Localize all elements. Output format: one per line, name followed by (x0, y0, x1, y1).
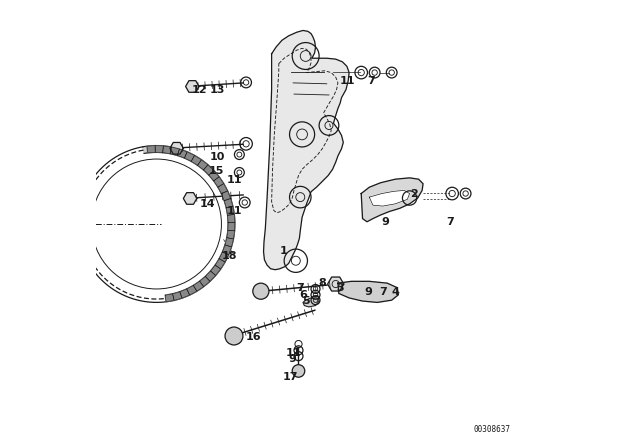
Text: 11: 11 (340, 76, 356, 86)
Polygon shape (219, 252, 228, 262)
Text: 9: 9 (288, 354, 296, 364)
Text: 1: 1 (280, 246, 287, 256)
Polygon shape (211, 265, 221, 276)
Polygon shape (163, 146, 172, 154)
Text: 2: 2 (410, 189, 418, 198)
Text: 6: 6 (299, 290, 307, 300)
Text: 11: 11 (285, 348, 301, 358)
Polygon shape (227, 230, 235, 239)
Polygon shape (218, 184, 228, 194)
Polygon shape (328, 277, 344, 291)
Polygon shape (187, 285, 197, 295)
Polygon shape (186, 81, 199, 92)
Polygon shape (200, 276, 210, 287)
Text: 14: 14 (199, 199, 215, 209)
Polygon shape (165, 294, 174, 302)
Text: 18: 18 (221, 251, 237, 261)
Polygon shape (224, 198, 233, 208)
Text: 11: 11 (227, 175, 243, 185)
Polygon shape (369, 190, 410, 206)
Text: 7: 7 (380, 287, 387, 297)
Text: 00308637: 00308637 (474, 425, 511, 434)
Polygon shape (228, 215, 235, 223)
Text: 5: 5 (302, 296, 310, 306)
Polygon shape (225, 238, 234, 247)
Polygon shape (184, 152, 195, 161)
Text: 3: 3 (337, 283, 344, 293)
Text: 9: 9 (364, 287, 372, 297)
Text: 10: 10 (209, 152, 225, 162)
Polygon shape (193, 281, 204, 291)
Text: 4: 4 (391, 287, 399, 297)
Text: 7: 7 (367, 76, 376, 86)
Text: 16: 16 (246, 332, 262, 342)
Polygon shape (191, 155, 202, 165)
Circle shape (253, 283, 269, 299)
Circle shape (292, 365, 305, 377)
Text: 13: 13 (210, 85, 225, 95)
Polygon shape (214, 177, 224, 187)
Polygon shape (180, 289, 189, 298)
Polygon shape (215, 259, 225, 269)
Text: 7: 7 (446, 217, 454, 227)
Polygon shape (177, 149, 187, 158)
Polygon shape (205, 271, 216, 281)
Text: 17: 17 (283, 372, 299, 382)
Text: 8: 8 (318, 278, 326, 288)
Polygon shape (227, 207, 234, 215)
Polygon shape (209, 171, 219, 181)
Polygon shape (155, 146, 163, 153)
Text: 11: 11 (227, 206, 243, 215)
Polygon shape (361, 178, 423, 222)
Polygon shape (223, 245, 232, 254)
Polygon shape (228, 223, 235, 231)
Text: 12: 12 (192, 85, 208, 95)
Polygon shape (303, 296, 319, 307)
Text: 15: 15 (209, 166, 224, 176)
Circle shape (225, 327, 243, 345)
Polygon shape (143, 146, 235, 301)
Polygon shape (173, 292, 182, 301)
Circle shape (92, 159, 221, 289)
Text: 7: 7 (296, 283, 304, 293)
Polygon shape (221, 191, 230, 201)
Polygon shape (170, 147, 179, 155)
Polygon shape (147, 146, 156, 153)
Polygon shape (338, 281, 398, 302)
Polygon shape (264, 30, 349, 270)
Polygon shape (198, 160, 208, 170)
Polygon shape (184, 193, 197, 204)
Polygon shape (170, 142, 184, 154)
Text: 9: 9 (381, 217, 389, 227)
Polygon shape (204, 165, 214, 175)
